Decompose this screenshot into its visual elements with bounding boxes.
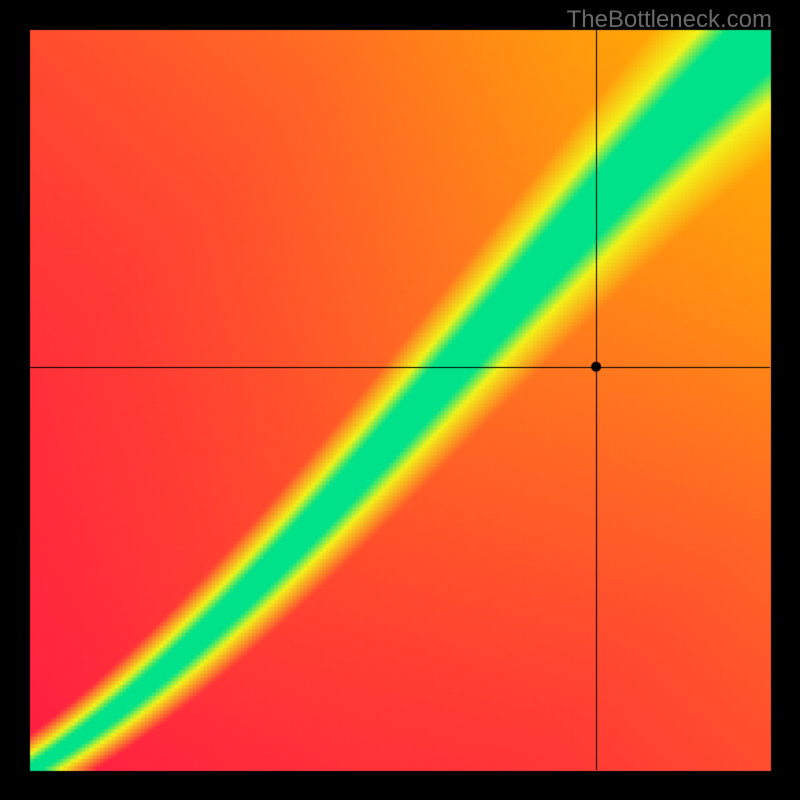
watermark-text: TheBottleneck.com — [567, 6, 772, 34]
heatmap-canvas — [0, 0, 800, 800]
chart-container: TheBottleneck.com — [0, 0, 800, 800]
